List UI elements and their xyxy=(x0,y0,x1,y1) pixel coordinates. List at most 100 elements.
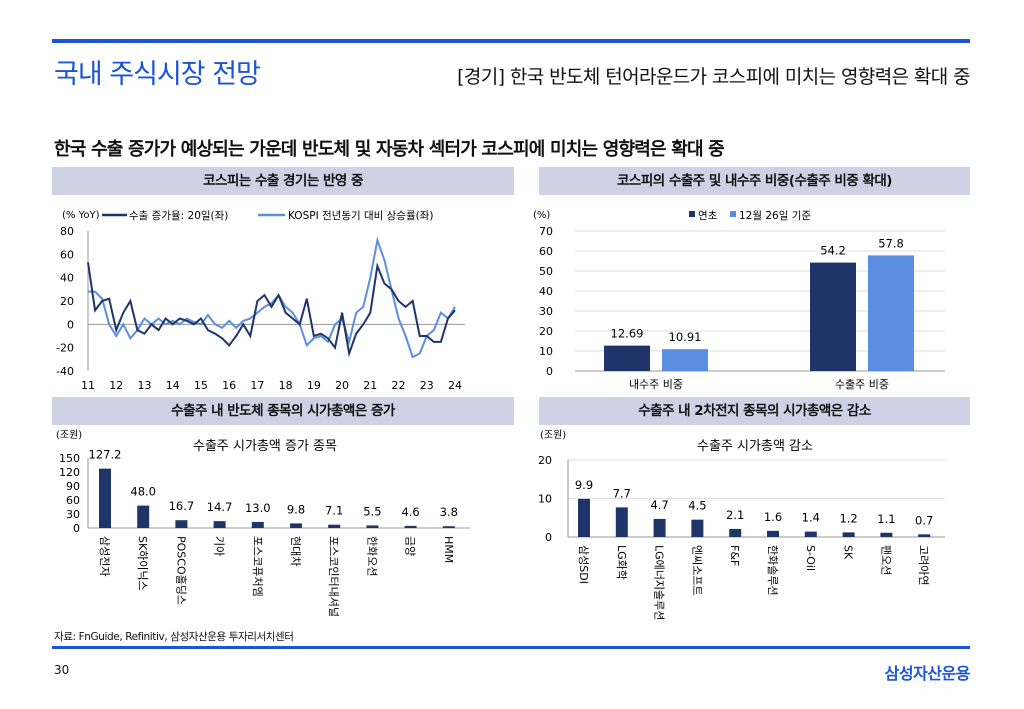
bar xyxy=(880,532,893,537)
x-category-label: F&F xyxy=(728,545,741,566)
x-tick-label: 17 xyxy=(250,379,264,392)
x-category-label: 포스코퓨처엠 xyxy=(251,536,264,597)
legend-label: 12월 26일 기준 xyxy=(739,209,811,222)
x-category-label: 엔씨소프트 xyxy=(690,545,703,596)
data-label: 13.0 xyxy=(245,501,271,515)
subtitle: 한국 수출 증가가 예상되는 가운데 반도체 및 자동차 섹터가 코스피에 미치… xyxy=(54,139,725,160)
y-tick-label: 150 xyxy=(59,452,80,465)
data-label: 7.1 xyxy=(325,504,343,518)
data-label: 1.1 xyxy=(877,512,895,526)
page-title: 국내 주식시장 전망 xyxy=(54,59,261,90)
data-label: 1.2 xyxy=(839,511,857,525)
x-category-label: POSCO홀딩스 xyxy=(174,536,187,605)
bar xyxy=(578,498,590,537)
y-tick-label: 10 xyxy=(539,345,553,358)
chart-title: 수출주 시가총액 감소 xyxy=(697,439,813,454)
y-axis-label: (%) xyxy=(533,210,550,221)
y-tick-label: 30 xyxy=(66,508,80,521)
y-axis-label: (조원) xyxy=(56,429,82,441)
x-tick-label: 18 xyxy=(279,379,293,392)
x-category-label: 팬오션 xyxy=(879,545,892,575)
x-tick-label: 20 xyxy=(335,379,349,392)
section-title: [경기] 한국 반도체 턴어라운드가 코스피에 미치는 영향력은 확대 중 xyxy=(457,66,971,88)
data-label: 127.2 xyxy=(89,448,122,462)
bar xyxy=(366,525,379,528)
bar xyxy=(653,518,666,537)
y-tick-label: 30 xyxy=(539,305,553,318)
top-rule xyxy=(52,39,970,43)
bar xyxy=(662,349,708,371)
x-category-label: LG화학 xyxy=(615,545,628,580)
x-category-label: 한화솔루션 xyxy=(766,545,779,596)
data-label: 12.69 xyxy=(611,327,644,341)
company-logo: 삼성자산운용 xyxy=(884,664,971,683)
x-category-label: 내수주 비중 xyxy=(629,378,683,391)
data-label: 5.5 xyxy=(363,504,381,518)
bar xyxy=(404,525,417,528)
data-label: 14.7 xyxy=(207,500,233,514)
data-label: 16.7 xyxy=(169,499,195,513)
y-tick-label: 20 xyxy=(539,325,553,338)
bar xyxy=(290,523,302,528)
bar xyxy=(810,262,856,371)
data-label: 1.4 xyxy=(802,511,820,525)
x-category-label: S-Oil xyxy=(804,545,817,571)
x-category-label: 삼성전자 xyxy=(98,536,111,576)
data-label: 10.91 xyxy=(669,330,702,344)
x-category-label: 수출주 비중 xyxy=(835,378,889,391)
x-tick-label: 15 xyxy=(194,379,208,392)
panel-header-top-left: 코스피는 수출 경기는 반영 중 xyxy=(52,167,514,195)
y-tick-label: 0 xyxy=(73,522,80,535)
x-tick-label: 13 xyxy=(137,379,151,392)
y-tick-label: 50 xyxy=(539,265,553,278)
panel-header-bottom-right: 수출주 내 2차전지 종목의 시가총액은 감소 xyxy=(539,397,970,425)
x-category-label: LG에너지솔루션 xyxy=(653,545,666,620)
data-label: 48.0 xyxy=(130,485,156,499)
x-tick-label: 24 xyxy=(448,379,462,392)
x-tick-label: 14 xyxy=(166,379,180,392)
x-tick-label: 21 xyxy=(363,379,377,392)
y-tick-label: 90 xyxy=(66,480,80,493)
bottom-rule xyxy=(52,646,970,649)
data-label: 54.2 xyxy=(820,244,846,258)
y-tick-label: 60 xyxy=(539,245,553,258)
data-label: 9.9 xyxy=(575,478,593,492)
data-label: 1.6 xyxy=(764,510,782,524)
bar xyxy=(729,528,742,537)
source-note: 자료: FnGuide, Refinitiv, 삼성자산운용 투자리서치센터 xyxy=(54,631,294,643)
bar xyxy=(767,530,779,537)
x-tick-label: 11 xyxy=(81,379,95,392)
bar xyxy=(918,534,931,537)
panel-header-top-right: 코스피의 수출주 및 내수주 비중(수출주 비중 확대) xyxy=(539,167,970,195)
y-tick-label: 80 xyxy=(60,225,74,238)
bar xyxy=(175,520,188,528)
y-tick-label: 20 xyxy=(538,454,552,467)
y-tick-label: 0 xyxy=(67,318,74,331)
legend-label: 수출 증가율: 20일(좌) xyxy=(129,209,228,222)
y-tick-label: 40 xyxy=(60,272,74,285)
bar xyxy=(604,345,650,371)
series-line-export xyxy=(87,262,456,358)
y-tick-label: 60 xyxy=(60,248,74,261)
x-category-label: 삼성SDI xyxy=(577,545,590,584)
x-tick-label: 22 xyxy=(392,379,406,392)
x-category-label: HMM xyxy=(442,536,455,563)
y-axis-label: (% YoY) xyxy=(62,210,100,221)
x-category-label: 현대차 xyxy=(289,536,302,566)
legend-swatch xyxy=(730,211,736,217)
y-tick-label: 0 xyxy=(546,365,553,378)
x-tick-label: 23 xyxy=(420,379,434,392)
bar xyxy=(691,519,704,537)
page-number: 30 xyxy=(54,663,70,677)
bar xyxy=(99,468,111,528)
bar xyxy=(251,521,264,528)
bar xyxy=(615,507,628,537)
x-tick-label: 16 xyxy=(222,379,236,392)
data-label: 57.8 xyxy=(878,236,904,250)
y-tick-label: 0 xyxy=(545,531,552,544)
legend-swatch xyxy=(689,211,695,217)
y-tick-label: 70 xyxy=(539,225,553,238)
legend-label: KOSPI 전년동기 대비 상승률(좌) xyxy=(288,210,433,222)
data-label: 3.8 xyxy=(440,505,458,519)
